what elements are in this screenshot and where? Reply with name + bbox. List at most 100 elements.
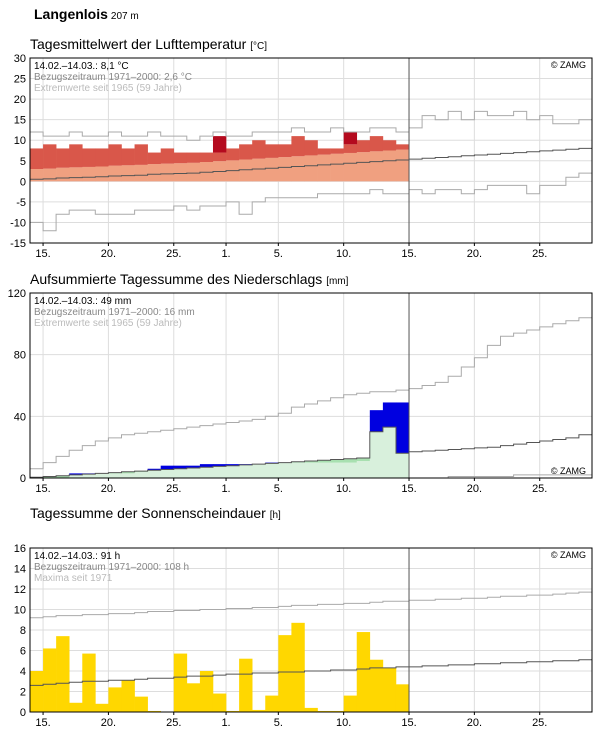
x-tick-label: 15. xyxy=(35,717,50,729)
precip-excess-bar xyxy=(147,468,161,471)
temp-above-bar xyxy=(226,148,240,161)
temp-above-bar xyxy=(186,152,201,163)
y-tick-label: 0 xyxy=(20,473,26,485)
precip-normal-area xyxy=(147,470,161,478)
temp-above-bar xyxy=(82,148,96,167)
y-tick-label: 14 xyxy=(14,564,26,576)
sunshine-bar xyxy=(395,684,410,712)
precip-normal-area xyxy=(317,462,331,478)
sunshine-maxima-line xyxy=(30,591,592,619)
precip-normal-area xyxy=(278,462,292,478)
x-tick-label: 15. xyxy=(401,248,416,260)
x-tick-label: 20. xyxy=(101,248,116,260)
y-tick-label: 10 xyxy=(14,135,26,147)
precip-deficit-bar xyxy=(330,459,344,463)
sunshine-bar xyxy=(56,636,70,712)
precip-normal-area xyxy=(265,463,279,478)
precip-normal-area xyxy=(304,462,318,478)
temp-normal-bar xyxy=(239,159,253,182)
temp-extreme-min-line xyxy=(30,172,592,232)
sunshine-bar xyxy=(82,653,96,712)
legend-entry: Extremwerte seit 1965 (59 Jahre) xyxy=(34,83,182,94)
precip-extreme-max-line xyxy=(30,317,592,470)
legend-entry: Bezugszeitraum 1971–2000: 2,6 °C xyxy=(34,72,192,83)
temp-normal-bar xyxy=(82,166,96,182)
temp-record-bar xyxy=(212,136,227,153)
temp-above-bar xyxy=(43,144,57,169)
precip-normal-area xyxy=(291,462,305,478)
temp-above-bar xyxy=(356,140,371,153)
precip-normal-area xyxy=(108,473,122,478)
copyright-label: © ZAMG xyxy=(551,60,586,70)
plot-frame xyxy=(29,547,593,713)
temp-normal-line xyxy=(30,147,592,180)
y-tick-label: 15 xyxy=(14,115,26,127)
temp-above-bar xyxy=(330,148,344,154)
x-tick-label: 20. xyxy=(467,248,482,260)
precip-excess-bar xyxy=(395,402,410,454)
temp-above-bar xyxy=(147,152,161,165)
y-tick-label: 5 xyxy=(20,156,26,168)
precip-excess-bar xyxy=(160,465,175,470)
x-tick-label: 10. xyxy=(336,717,351,729)
temp-above-bar xyxy=(304,140,318,156)
precip-excess-bar xyxy=(382,402,397,428)
y-tick-label: -5 xyxy=(16,197,26,209)
sunshine-bar xyxy=(291,622,305,712)
precip-normal-area xyxy=(382,427,397,478)
temp-above-bar xyxy=(69,144,83,168)
sunshine-title-text: Tagessumme der Sonnenscheindauer xyxy=(30,505,266,521)
precip-excess-bar xyxy=(199,464,214,468)
temp-above-bar xyxy=(239,144,253,160)
y-tick-label: 0 xyxy=(20,707,26,719)
legend-entry: Maxima seit 1971 xyxy=(34,573,113,584)
plot-frame xyxy=(29,57,593,244)
sunshine-bar xyxy=(382,667,397,712)
sunshine-bar xyxy=(147,710,161,712)
temp-normal-bar xyxy=(278,157,292,182)
precip-excess-bar xyxy=(226,464,240,466)
sunshine-bar xyxy=(212,693,227,712)
temp-normal-bar xyxy=(30,169,44,182)
temp-normal-bar xyxy=(186,162,201,182)
temp-normal-bar xyxy=(121,165,135,182)
precip-excess-bar xyxy=(173,465,188,469)
x-tick-label: 20. xyxy=(467,483,482,495)
x-tick-label: 20. xyxy=(101,483,116,495)
sunshine-bar xyxy=(278,635,292,712)
precip-normal-area xyxy=(330,462,344,478)
y-tick-label: 10 xyxy=(14,605,26,617)
temp-above-bar xyxy=(252,140,266,159)
temp-normal-bar xyxy=(160,163,175,182)
sunshine-bar xyxy=(186,683,201,712)
y-tick-label: 0 xyxy=(20,176,26,188)
sunshine-bar xyxy=(252,709,266,712)
legend-entry: 14.02.–14.03.: 49 mm xyxy=(34,296,131,307)
temperature-chart-title: Tagesmittelwert der Lufttemperatur [°C] xyxy=(30,36,267,52)
temp-normal-bar xyxy=(173,163,188,182)
precip-normal-area xyxy=(95,473,109,478)
precip-excess-bar xyxy=(212,464,227,467)
precip-normal-area xyxy=(121,473,135,478)
temp-above-bar xyxy=(395,144,410,150)
temp-normal-bar xyxy=(147,164,161,182)
temp-above-bar xyxy=(291,136,305,157)
sunshine-bar xyxy=(304,707,318,712)
precip-excess-bar xyxy=(69,473,83,475)
temp-above-bar xyxy=(95,148,109,167)
temp-normal-bar xyxy=(395,149,410,182)
sunshine-bar xyxy=(134,696,148,712)
y-tick-label: 40 xyxy=(14,411,26,423)
temp-normal-bar xyxy=(330,153,344,182)
legend-entry: 14.02.–14.03.: 8,1 °C xyxy=(34,61,129,72)
x-tick-label: 25. xyxy=(166,248,181,260)
precip-normal-area xyxy=(134,471,148,478)
precip-normal-area xyxy=(212,466,227,478)
y-tick-label: 120 xyxy=(8,288,26,300)
precip-deficit-bar xyxy=(121,471,135,474)
sunshine-bar xyxy=(226,710,240,712)
legend-entry: 14.02.–14.03.: 91 h xyxy=(34,551,120,562)
precip-normal-area xyxy=(199,467,214,478)
